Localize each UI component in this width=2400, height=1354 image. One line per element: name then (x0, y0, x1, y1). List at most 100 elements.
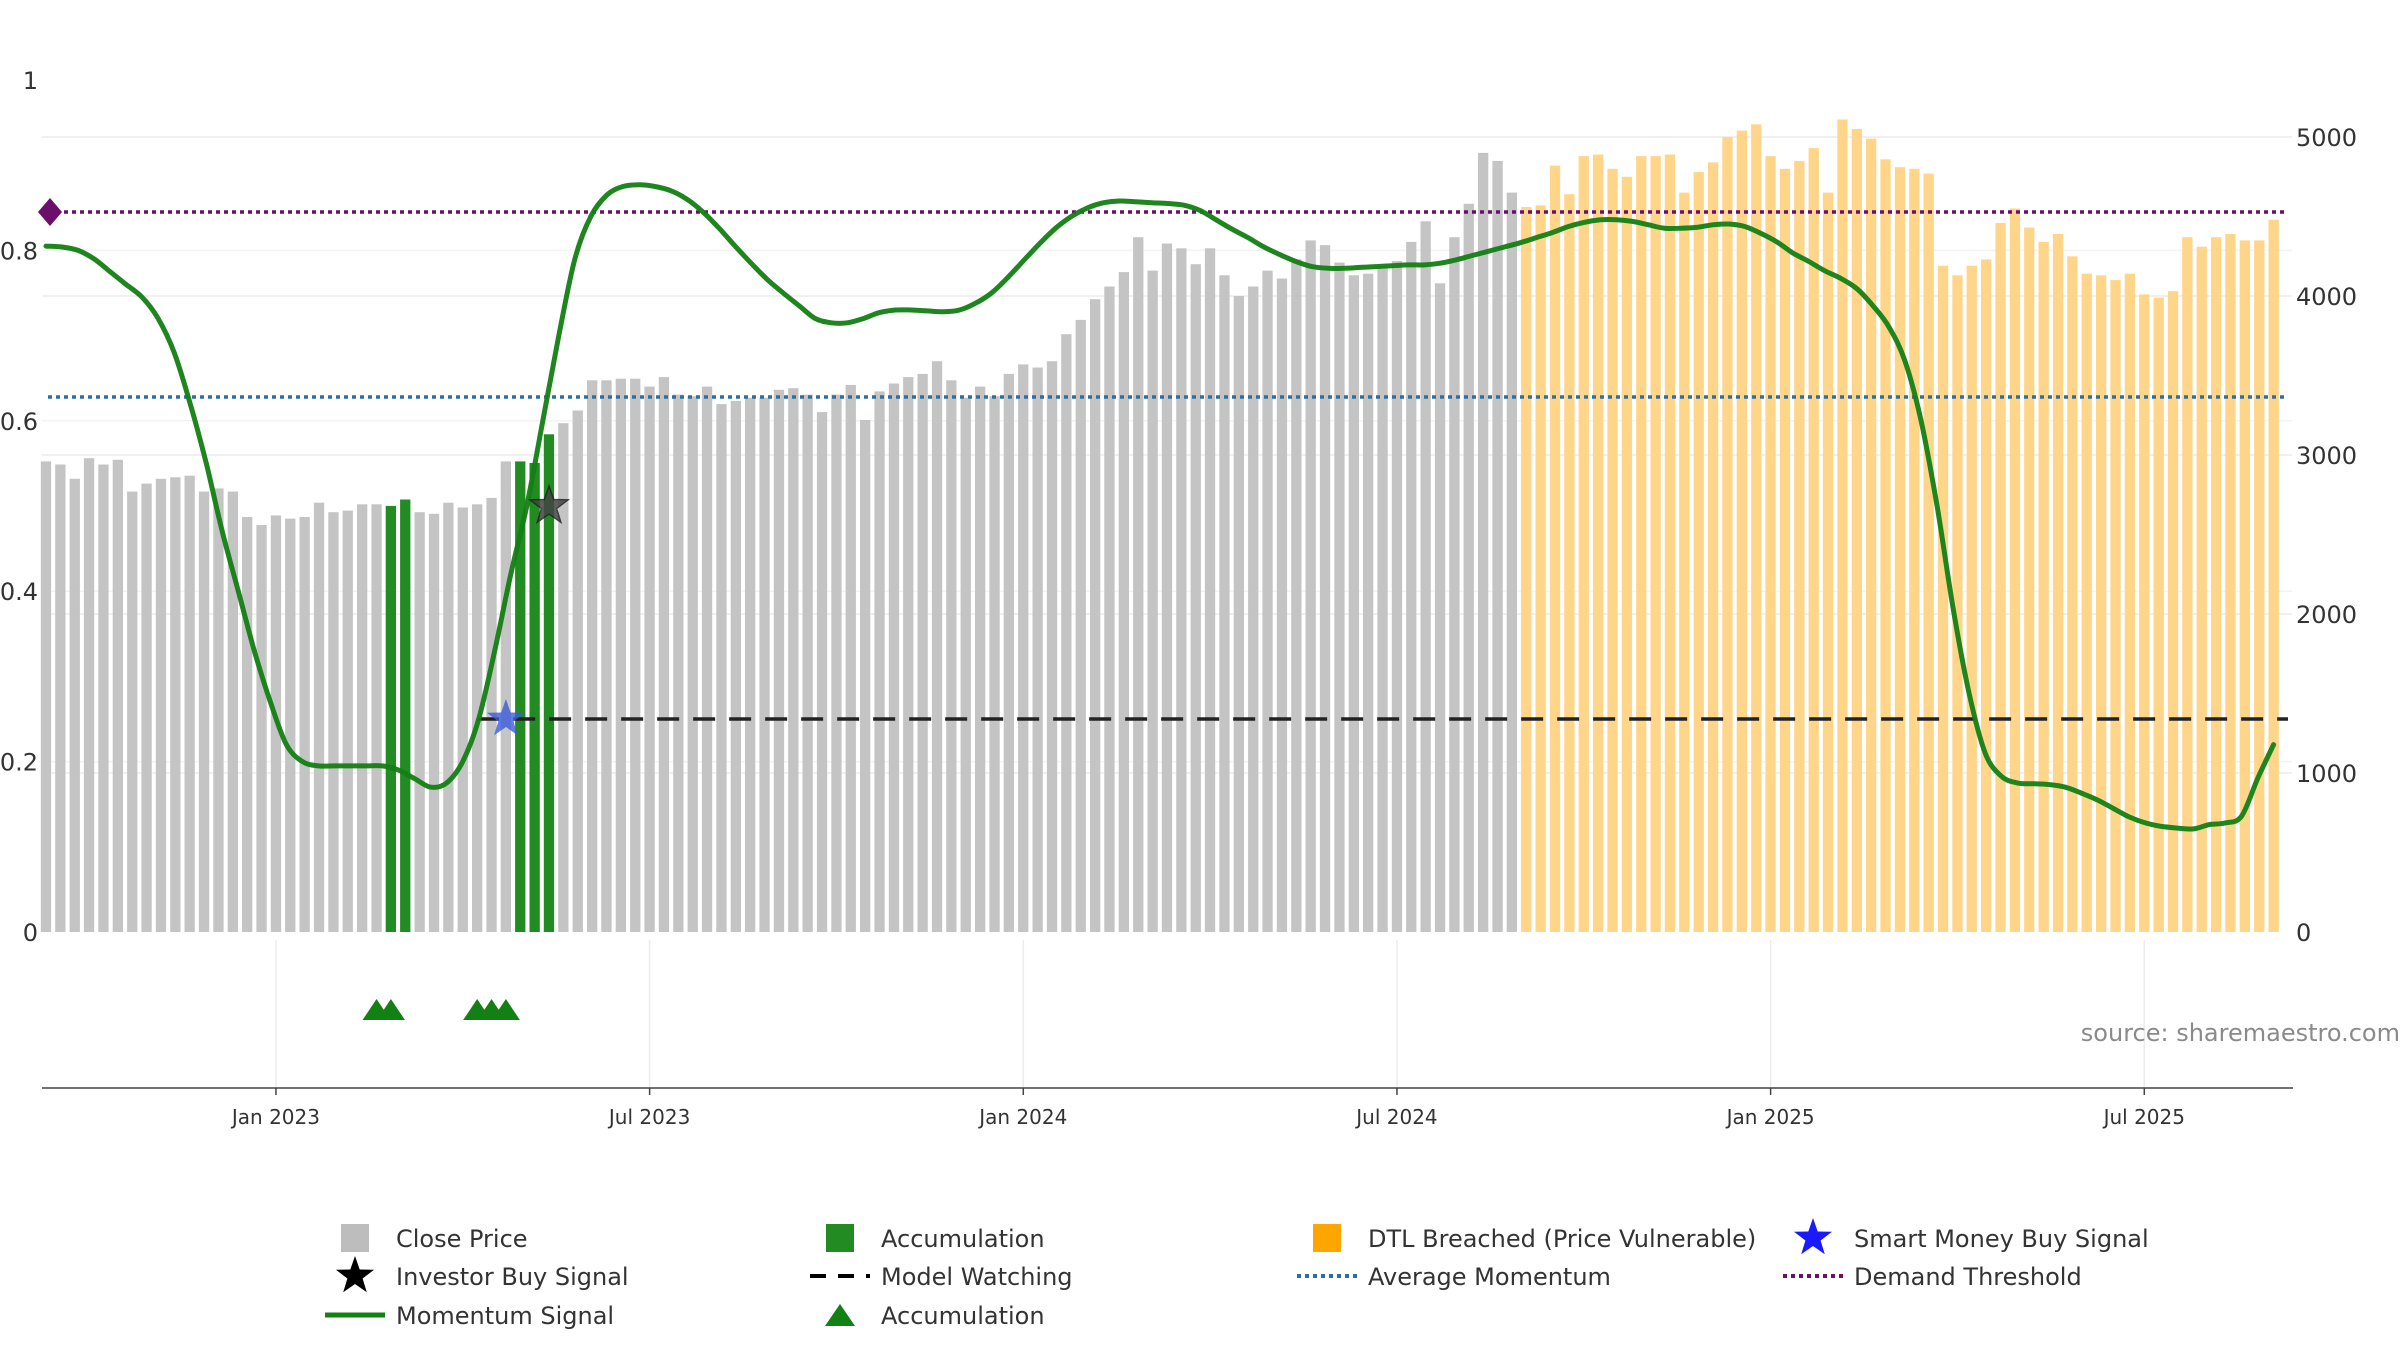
legend-label-accumulation_bar: Accumulation (881, 1225, 1045, 1253)
bar-close-price-15 (256, 525, 267, 932)
legend-label-dtl_breached: DTL Breached (Price Vulnerable) (1368, 1225, 1756, 1253)
bar-dtl-breached-price-vulnerable--125 (1837, 119, 1848, 932)
bar-close-price-12 (213, 488, 224, 932)
bar-dtl-breached-price-vulnerable--113 (1664, 154, 1676, 932)
signal-markers (38, 198, 571, 1020)
bar-close-price-87 (1291, 259, 1302, 932)
bar-dtl-breached-price-vulnerable--108 (1593, 154, 1604, 932)
bar-dtl-breached-price-vulnerable--135 (1981, 259, 1992, 932)
bar-close-price-8 (155, 478, 167, 932)
bar-close-price-53 (802, 394, 813, 933)
bar-close-price-82 (1219, 275, 1230, 932)
bar-dtl-breached-price-vulnerable--110 (1621, 176, 1632, 933)
bar-close-price-22 (357, 504, 368, 932)
legend-label-average_momentum: Average Momentum (1368, 1263, 1611, 1291)
legend-label-momentum: Momentum Signal (396, 1302, 614, 1330)
legend-swatch-accumulation_bar (826, 1224, 854, 1252)
legend-item-investor_buy: Investor Buy Signal (336, 1256, 629, 1293)
bar-dtl-breached-price-vulnerable--154 (2254, 240, 2265, 932)
x-tick-label-1: Jul 2023 (607, 1105, 690, 1129)
bar-dtl-breached-price-vulnerable--146 (2139, 294, 2150, 932)
bar-dtl-breached-price-vulnerable--105 (1549, 165, 1561, 933)
bar-close-price-26 (414, 512, 425, 932)
bar-close-price-50 (759, 397, 770, 932)
legend-label-model_watching: Model Watching (881, 1263, 1073, 1291)
bar-close-price-42 (644, 386, 655, 933)
legend-item-model_watching: Model Watching (810, 1263, 1073, 1291)
bar-close-price-52 (788, 388, 799, 932)
bar-close-price-23 (371, 504, 382, 932)
bar-close-price-4 (98, 464, 109, 932)
bar-close-price-57 (860, 420, 871, 932)
bar-dtl-breached-price-vulnerable--115 (1693, 172, 1704, 932)
right-tick-label-0: 5000 (2296, 124, 2357, 152)
legend-triangle-accumulation_tri (825, 1304, 855, 1326)
bar-dtl-breached-price-vulnerable--109 (1607, 168, 1618, 933)
left-tick-label-4: 0.2 (0, 749, 38, 777)
bar-dtl-breached-price-vulnerable--121 (1779, 168, 1791, 933)
smart-money-buy-signal-star (486, 699, 525, 736)
legend-item-smart_money: Smart Money Buy Signal (1794, 1218, 2149, 1255)
bar-dtl-breached-price-vulnerable--139 (2038, 241, 2049, 932)
right-tick-label-4: 1000 (2296, 760, 2357, 788)
bar-dtl-breached-price-vulnerable--137 (2009, 208, 2021, 932)
bar-close-price-96 (1420, 221, 1431, 933)
bar-close-price-61 (917, 373, 928, 932)
bar-close-price-81 (1204, 248, 1216, 933)
bar-close-price-0 (40, 461, 52, 932)
accumulation-triangle-1 (376, 999, 405, 1020)
bar-close-price-38 (587, 380, 598, 932)
bar-close-price-72 (1075, 319, 1086, 932)
bar-dtl-breached-price-vulnerable--127 (1866, 138, 1877, 933)
bar-dtl-breached-price-vulnerable--111 (1636, 156, 1647, 933)
bar-close-price-69 (1032, 367, 1043, 932)
bar-close-price-21 (342, 510, 353, 932)
bar-dtl-breached-price-vulnerable--112 (1650, 156, 1661, 933)
bar-dtl-breached-price-vulnerable--155 (2268, 219, 2279, 932)
bar-close-price-58 (874, 391, 885, 932)
axes: Jan 2023 Jul 2023 Jan 2024 Jul 2024 Jan 2025… (0, 67, 2357, 1129)
bar-close-price-90 (1334, 262, 1345, 933)
bar-close-price-101 (1492, 160, 1503, 932)
bar-close-price-79 (1176, 248, 1187, 933)
bar-dtl-breached-price-vulnerable--106 (1564, 194, 1575, 932)
bar-close-price-6 (127, 491, 138, 932)
bar-close-price-83 (1233, 296, 1244, 932)
bar-dtl-breached-price-vulnerable--134 (1966, 265, 1977, 932)
bar-close-price-65 (975, 386, 986, 933)
bar-dtl-breached-price-vulnerable--138 (2024, 227, 2035, 933)
left-tick-label-5: 0 (23, 919, 38, 947)
source-text: source: sharemaestro.com (2081, 1019, 2400, 1047)
bar-close-price-45 (687, 396, 698, 932)
bar-close-price-95 (1406, 241, 1417, 932)
bar-close-price-99 (1463, 203, 1474, 933)
bar-close-price-74 (1104, 286, 1115, 932)
bar-dtl-breached-price-vulnerable--136 (1995, 222, 2006, 932)
bar-dtl-breached-price-vulnerable--145 (2124, 273, 2135, 932)
bar-close-price-20 (328, 512, 339, 932)
accumulation-triangle-4 (491, 999, 520, 1020)
bar-close-price-97 (1434, 283, 1446, 932)
legend-label-smart_money: Smart Money Buy Signal (1854, 1225, 2149, 1253)
bar-dtl-breached-price-vulnerable--143 (2096, 275, 2107, 932)
bar-close-price-44 (673, 394, 684, 933)
x-tick-label-3: Jul 2024 (1354, 1105, 1437, 1129)
legend-item-close_price: Close Price (341, 1224, 528, 1253)
bar-close-price-59 (888, 383, 900, 932)
bar-dtl-breached-price-vulnerable--117 (1722, 137, 1733, 932)
bar-close-price-18 (299, 517, 310, 932)
bar-close-price-46 (701, 386, 713, 933)
bar-dtl-breached-price-vulnerable--153 (2239, 240, 2250, 932)
bar-close-price-98 (1449, 237, 1460, 932)
left-tick-label-2: 0.6 (0, 408, 38, 436)
bar-close-price-100 (1478, 152, 1489, 932)
x-tick-label-4: Jan 2025 (1725, 1105, 1815, 1129)
bar-close-price-86 (1276, 278, 1288, 932)
bar-close-price-7 (141, 483, 152, 932)
bar-dtl-breached-price-vulnerable--119 (1751, 124, 1762, 933)
legend-item-momentum: Momentum Signal (325, 1302, 614, 1330)
bar-accumulation-24 (385, 505, 396, 932)
legend: Close Price Accumulation DTL Breached (Pri… (325, 1218, 2149, 1330)
right-tick-label-1: 4000 (2296, 283, 2357, 311)
